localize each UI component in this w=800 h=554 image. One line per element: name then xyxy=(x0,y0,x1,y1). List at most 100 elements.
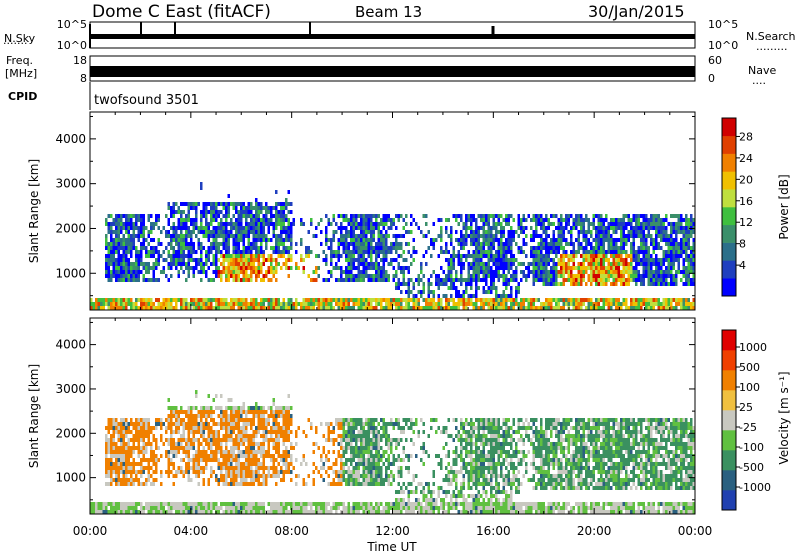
heatmap-cell xyxy=(260,278,263,282)
heatmap-cell xyxy=(622,274,625,278)
heatmap-cell xyxy=(557,274,560,278)
heatmap-cell xyxy=(135,218,138,222)
heatmap-cell xyxy=(105,510,108,514)
heatmap-cell xyxy=(570,302,573,306)
heatmap-cell xyxy=(545,270,548,274)
heatmap-cell xyxy=(257,474,260,478)
heatmap-cell xyxy=(240,414,243,418)
heatmap-cell xyxy=(245,430,248,434)
heatmap-cell xyxy=(240,250,243,254)
heatmap-cell xyxy=(380,278,383,282)
heatmap-cell xyxy=(360,230,363,234)
heatmap-cell xyxy=(365,230,368,234)
heatmap-cell xyxy=(147,302,150,306)
heatmap-cell xyxy=(612,254,615,258)
heatmap-cell xyxy=(237,266,240,270)
heatmap-cell xyxy=(492,278,495,282)
heatmap-cell xyxy=(222,422,225,426)
heatmap-cell xyxy=(225,406,228,410)
heatmap-cell xyxy=(225,426,228,430)
heatmap-cell xyxy=(662,282,665,286)
heatmap-cell xyxy=(627,278,630,282)
heatmap-cell xyxy=(245,230,248,234)
heatmap-cell xyxy=(607,270,610,274)
heatmap-cell xyxy=(110,422,113,426)
heatmap-cell xyxy=(325,254,328,258)
heatmap-cell xyxy=(192,274,195,278)
heatmap-cell xyxy=(150,226,153,230)
power-colorbar-label: Power [dB] xyxy=(777,174,791,239)
heatmap-cell xyxy=(612,242,615,246)
heatmap-cell xyxy=(140,446,143,450)
heatmap-cell xyxy=(605,278,608,282)
heatmap-cell xyxy=(152,510,155,514)
heatmap-cell xyxy=(287,246,290,250)
heatmap-cell xyxy=(397,298,400,302)
heatmap-cell xyxy=(252,438,255,442)
heatmap-cell xyxy=(177,430,180,434)
heatmap-cell xyxy=(390,302,393,306)
heatmap-cell xyxy=(205,218,208,222)
heatmap-cell xyxy=(140,426,143,430)
freq-nave-trace xyxy=(90,66,695,77)
heatmap-cell xyxy=(612,222,615,226)
heatmap-cell xyxy=(360,222,363,226)
heatmap-cell xyxy=(270,246,273,250)
heatmap-cell xyxy=(602,274,605,278)
heatmap-cell xyxy=(540,258,543,262)
heatmap-cell xyxy=(170,242,173,246)
heatmap-cell xyxy=(435,278,438,282)
heatmap-cell xyxy=(402,298,405,302)
heatmap-cell xyxy=(290,258,293,262)
heatmap-cell xyxy=(205,406,208,410)
heatmap-cell xyxy=(112,470,115,474)
heatmap-cell xyxy=(192,438,195,442)
heatmap-cell xyxy=(170,418,173,422)
heatmap-cell xyxy=(217,434,220,438)
heatmap-cell xyxy=(220,466,223,470)
heatmap-cell xyxy=(265,450,268,454)
heatmap-cell xyxy=(600,278,603,282)
heatmap-cell xyxy=(420,262,423,266)
heatmap-cell xyxy=(642,302,645,306)
heatmap-cell xyxy=(222,482,225,486)
heatmap-cell xyxy=(167,466,170,470)
heatmap-cell xyxy=(555,262,558,266)
heatmap-cell xyxy=(620,254,623,258)
heatmap-cell xyxy=(117,306,120,310)
heatmap-cell xyxy=(257,234,260,238)
heatmap-cell xyxy=(430,302,433,306)
heatmap-cell xyxy=(687,266,690,270)
heatmap-cell xyxy=(140,418,143,422)
heatmap-cell xyxy=(387,278,390,282)
heatmap-cell xyxy=(200,454,203,458)
heatmap-cell xyxy=(635,298,638,302)
heatmap-cell xyxy=(347,258,350,262)
heatmap-cell xyxy=(657,262,660,266)
heatmap-cell xyxy=(225,242,228,246)
heatmap-cell xyxy=(242,262,245,266)
heatmap-cell xyxy=(227,510,230,514)
heatmap-cell xyxy=(585,298,588,302)
heatmap-cell xyxy=(450,242,453,246)
heatmap-cell xyxy=(460,238,463,242)
heatmap-cell xyxy=(625,250,628,254)
heatmap-cell xyxy=(245,410,248,414)
heatmap-cell xyxy=(150,430,153,434)
heatmap-cell xyxy=(187,234,190,238)
heatmap-cell xyxy=(142,458,145,462)
heatmap-cell xyxy=(400,306,403,310)
heatmap-cell xyxy=(395,238,398,242)
heatmap-cell xyxy=(172,254,175,258)
heatmap-cell xyxy=(125,458,128,462)
heatmap-cell xyxy=(207,234,210,238)
heatmap-cell xyxy=(370,230,373,234)
heatmap-cell xyxy=(470,294,473,298)
heatmap-cell xyxy=(345,214,348,218)
heatmap-cell xyxy=(125,254,128,258)
heatmap-cell xyxy=(622,246,625,250)
heatmap-cell xyxy=(182,426,185,430)
heatmap-cell xyxy=(360,302,363,306)
heatmap-cell xyxy=(125,482,128,486)
heatmap-cell xyxy=(102,298,105,302)
